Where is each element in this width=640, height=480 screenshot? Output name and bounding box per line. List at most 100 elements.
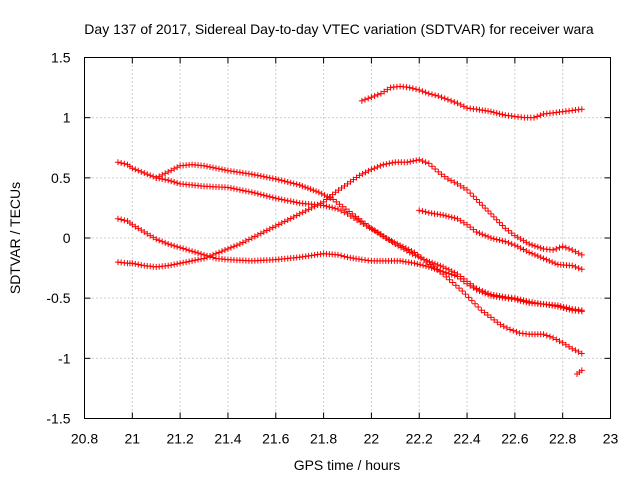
data-point: [552, 260, 559, 267]
x-tick-label: 21.8: [310, 431, 337, 447]
data-point: [254, 190, 261, 197]
data-point: [456, 285, 463, 292]
data-point: [470, 226, 477, 233]
data-point: [230, 185, 237, 192]
data-point: [171, 165, 178, 172]
data-point: [201, 162, 208, 169]
data-point: [406, 84, 413, 91]
data-point: [424, 259, 431, 266]
data-point: [441, 95, 448, 102]
data-point: [411, 249, 418, 256]
data-point: [365, 222, 372, 229]
data-point: [341, 253, 348, 260]
y-tick-labels: -1.5 -1 -0.5 0 0.5 1 1.5: [46, 50, 70, 427]
data-point: [383, 160, 390, 167]
data-point: [218, 248, 225, 255]
data-point: [569, 262, 576, 269]
data-point: [310, 187, 317, 194]
x-tick-label: 21.2: [167, 431, 194, 447]
data-point: [490, 213, 497, 220]
data-point: [162, 176, 169, 183]
data-point: [490, 235, 497, 242]
data-point: [397, 242, 404, 249]
y-axis-label: SDTVAR / TECUs: [7, 182, 23, 294]
data-point: [434, 266, 441, 273]
data-point: [174, 260, 181, 267]
data-point: [559, 339, 566, 346]
data-point: [302, 184, 309, 191]
data-point: [569, 247, 576, 254]
data-point: [572, 347, 579, 354]
data-point: [431, 265, 438, 272]
data-point: [171, 261, 178, 268]
data-point: [296, 182, 303, 189]
data-point: [189, 248, 196, 255]
data-point: [563, 305, 570, 312]
data-point: [257, 191, 264, 198]
data-point: [156, 237, 163, 244]
data-point: [281, 218, 288, 225]
data-point: [428, 264, 435, 271]
data-point: [263, 174, 270, 181]
data-point: [468, 297, 475, 304]
data-point: [248, 189, 255, 196]
data-point: [239, 239, 246, 246]
data-point: [465, 294, 472, 301]
data-point: [462, 291, 469, 298]
data-point: [511, 242, 518, 249]
data-point: [180, 245, 187, 252]
data-point: [513, 328, 520, 335]
data-point: [254, 231, 261, 238]
data-point: [499, 237, 506, 244]
data-point: [578, 308, 585, 315]
series-track-4: [114, 215, 585, 315]
data-point: [472, 300, 479, 307]
data-point: [510, 327, 517, 334]
axis-ticks: [84, 57, 611, 419]
data-point: [242, 188, 249, 195]
data-point: [281, 197, 288, 204]
data-point: [287, 179, 294, 186]
data-point: [416, 86, 423, 93]
data-point: [174, 179, 181, 186]
data-point: [180, 259, 187, 266]
data-point: [278, 219, 285, 226]
data-point: [500, 323, 507, 330]
data-point: [446, 276, 453, 283]
data-point: [457, 217, 464, 224]
data-point: [428, 163, 435, 170]
data-point: [493, 216, 500, 223]
data-point: [511, 296, 518, 303]
data-marks: [114, 83, 585, 377]
data-point: [365, 167, 372, 174]
data-point: [460, 219, 467, 226]
data-point: [159, 238, 166, 245]
data-point: [330, 196, 337, 203]
data-point: [534, 253, 541, 260]
data-point: [323, 203, 330, 210]
data-point: [457, 101, 464, 108]
data-point: [411, 260, 418, 267]
data-point: [165, 241, 172, 248]
x-tick-label: 21: [125, 431, 141, 447]
chart-title: Day 137 of 2017, Sidereal Day-to-day VTE…: [84, 21, 594, 37]
data-point: [168, 167, 175, 174]
data-point: [417, 254, 424, 261]
data-point: [505, 227, 512, 234]
data-point: [543, 256, 550, 263]
data-point: [299, 183, 306, 190]
data-point: [575, 265, 582, 272]
y-tick-label: -1: [58, 350, 71, 366]
data-point: [440, 212, 447, 219]
data-point: [341, 209, 348, 216]
data-point: [523, 247, 530, 254]
data-point: [349, 210, 356, 217]
data-point: [413, 86, 420, 93]
data-point: [215, 165, 222, 172]
data-point: [183, 259, 190, 266]
data-point: [531, 251, 538, 258]
data-point: [210, 164, 217, 171]
data-point: [507, 326, 514, 333]
data-point: [121, 217, 128, 224]
data-point: [482, 232, 489, 239]
